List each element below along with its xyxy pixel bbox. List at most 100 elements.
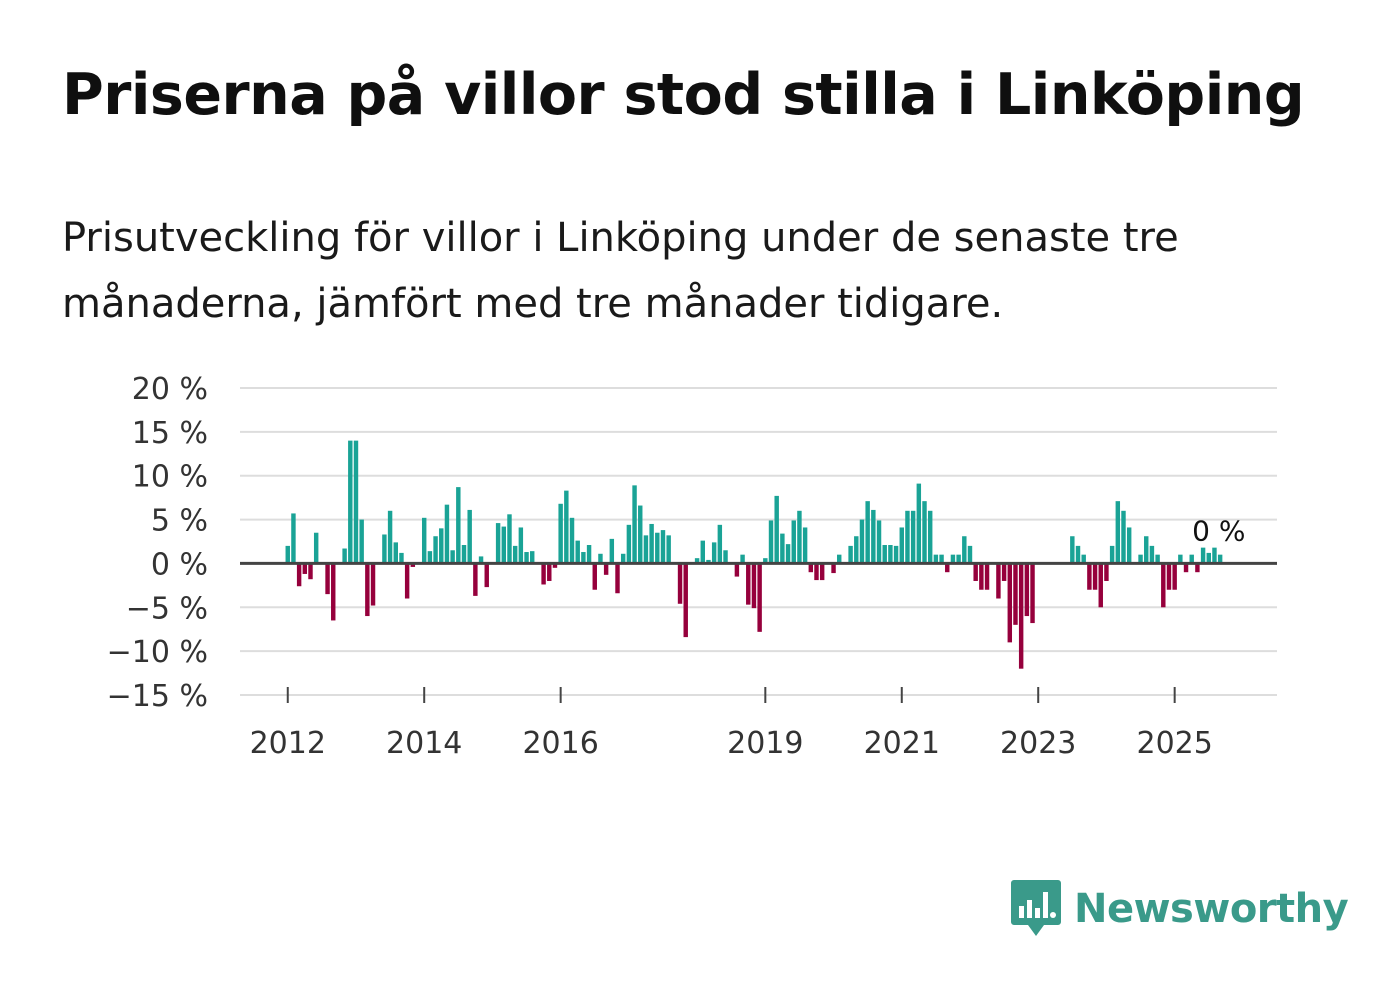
bar xyxy=(763,558,768,564)
bar xyxy=(717,524,723,564)
bar xyxy=(478,556,484,564)
bar xyxy=(467,509,472,564)
bar xyxy=(1109,545,1115,564)
bar xyxy=(450,550,455,564)
bar xyxy=(910,510,916,564)
y-tick-label: 0 % xyxy=(151,547,208,582)
bar xyxy=(302,563,308,574)
bar xyxy=(461,545,467,564)
bar xyxy=(893,545,899,564)
bar xyxy=(905,510,910,564)
bar xyxy=(541,563,546,585)
x-tick-label: 2014 xyxy=(386,726,462,761)
bar xyxy=(615,563,620,594)
bar xyxy=(603,563,609,575)
bar xyxy=(723,550,728,564)
bar xyxy=(473,563,478,596)
bar xyxy=(802,527,808,564)
bar xyxy=(768,520,774,564)
bar xyxy=(421,517,427,564)
bar xyxy=(1195,563,1200,573)
bar xyxy=(456,487,461,564)
y-tick-label: 20 % xyxy=(132,372,208,407)
bar xyxy=(1217,554,1223,564)
bar xyxy=(1030,563,1035,624)
bar xyxy=(700,540,706,564)
bar xyxy=(404,563,410,599)
newsworthy-logo-text: Newsworthy xyxy=(1074,886,1349,932)
bar xyxy=(643,535,649,564)
bar xyxy=(774,495,779,564)
bar xyxy=(285,545,290,564)
chart-subtitle: Prisutveckling för villor i Linköping un… xyxy=(62,215,1179,327)
bar xyxy=(780,533,785,564)
bar xyxy=(655,532,660,564)
bar xyxy=(564,490,569,564)
bar xyxy=(1098,563,1103,608)
bar xyxy=(1206,552,1211,564)
bar xyxy=(558,503,563,564)
bar xyxy=(1092,563,1098,590)
bar xyxy=(666,535,671,564)
bar xyxy=(1212,547,1217,564)
bar xyxy=(1075,545,1081,564)
bar xyxy=(598,553,603,564)
bar xyxy=(882,545,887,564)
bar xyxy=(888,545,893,564)
bar xyxy=(814,563,819,581)
bar xyxy=(808,563,814,573)
bar xyxy=(552,563,558,568)
bar xyxy=(1155,554,1160,564)
y-tick-label: 10 % xyxy=(132,460,208,495)
x-tick-label: 2012 xyxy=(250,726,326,761)
bar xyxy=(945,563,950,573)
bar xyxy=(501,526,507,564)
bar xyxy=(1200,547,1206,564)
bar xyxy=(547,563,552,581)
bar xyxy=(331,563,336,621)
bar xyxy=(785,544,791,564)
bar xyxy=(353,440,359,564)
bar xyxy=(1144,536,1149,564)
x-axis-ticks: 2012 2014 2016 2019 2021 2023 2025 xyxy=(240,687,1277,761)
bar xyxy=(370,563,376,606)
bar xyxy=(433,536,438,564)
bar xyxy=(1024,563,1030,617)
bar xyxy=(916,483,922,564)
bar xyxy=(649,523,654,564)
y-tick-label: −10 % xyxy=(107,635,208,670)
bar xyxy=(757,563,762,632)
bar xyxy=(819,563,825,581)
bar xyxy=(325,563,330,595)
bar xyxy=(1178,554,1183,564)
bar xyxy=(507,514,512,564)
bar xyxy=(348,440,353,564)
x-tick-label: 2016 xyxy=(522,726,598,761)
bar xyxy=(1149,545,1155,564)
bar xyxy=(837,554,842,564)
bar xyxy=(1172,563,1177,590)
bar xyxy=(683,563,688,638)
bar xyxy=(922,501,927,564)
bar xyxy=(620,553,626,564)
bar xyxy=(484,563,489,588)
bar xyxy=(740,554,745,564)
bar xyxy=(1013,563,1018,625)
bar xyxy=(973,563,978,581)
newsworthy-logo-icon xyxy=(1011,880,1061,936)
bar xyxy=(495,523,501,564)
bar xyxy=(569,517,575,564)
bar xyxy=(393,542,398,564)
bars xyxy=(285,440,1223,669)
x-tick-label: 2023 xyxy=(1000,726,1076,761)
y-axis-ticks: 20 % 15 % 10 % 5 % 0 % −5 % −10 % −15 % xyxy=(107,372,208,714)
chart-title: Priserna på villor stod stilla i Linköpi… xyxy=(62,62,1305,128)
x-tick-label: 2025 xyxy=(1136,726,1212,761)
bar xyxy=(592,563,597,590)
bar xyxy=(797,510,802,564)
bar xyxy=(359,519,364,564)
bar xyxy=(313,532,319,564)
bar xyxy=(871,509,876,564)
bar xyxy=(410,563,416,567)
bar xyxy=(444,504,450,564)
